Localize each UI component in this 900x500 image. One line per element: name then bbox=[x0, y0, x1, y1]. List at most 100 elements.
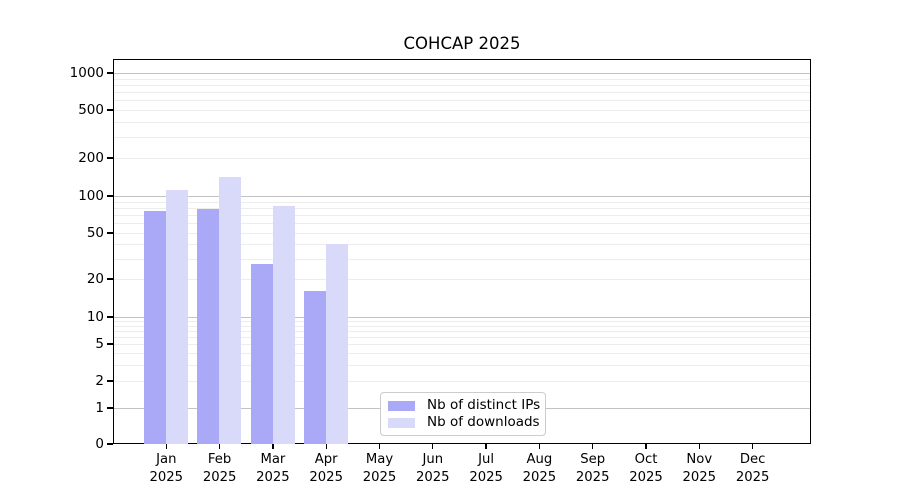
minor-gridline bbox=[114, 92, 810, 94]
x-tick-month: Jul bbox=[478, 452, 495, 467]
major-gridline bbox=[114, 196, 810, 197]
legend-label: Nb of distinct IPs bbox=[427, 397, 541, 413]
minor-gridline bbox=[114, 84, 810, 86]
x-tick-month: Dec bbox=[739, 452, 766, 467]
y-tick-label: 0 bbox=[95, 436, 104, 452]
y-tick-mark bbox=[107, 316, 113, 318]
y-tick-label: 2 bbox=[95, 373, 104, 389]
y-tick-label: 200 bbox=[78, 150, 104, 166]
chart-title: COHCAP 2025 bbox=[403, 34, 521, 53]
x-tick-label: Jun 2025 bbox=[393, 451, 473, 486]
x-tick-mark bbox=[378, 444, 381, 449]
minor-gridline bbox=[114, 330, 810, 332]
bar-distinct-ips-mar bbox=[250, 263, 273, 444]
major-gridline bbox=[114, 73, 810, 74]
x-tick-year: 2025 bbox=[256, 469, 290, 485]
legend-swatch bbox=[388, 400, 415, 411]
legend-label: Nb of downloads bbox=[427, 414, 540, 430]
plot-area bbox=[113, 59, 811, 444]
x-tick-month: Jan bbox=[156, 452, 177, 467]
x-tick-mark bbox=[645, 444, 647, 449]
x-tick-year: 2025 bbox=[416, 469, 450, 485]
y-tick-mark bbox=[107, 278, 113, 280]
minor-gridline bbox=[114, 201, 810, 203]
y-tick-label: 100 bbox=[78, 188, 104, 204]
y-tick-label: 1 bbox=[95, 400, 104, 416]
y-tick-mark bbox=[107, 72, 113, 74]
y-tick-label: 5 bbox=[95, 336, 104, 352]
y-tick-label: 20 bbox=[86, 271, 104, 287]
minor-gridline bbox=[114, 336, 810, 338]
minor-gridline bbox=[114, 353, 810, 354]
x-tick-year: 2025 bbox=[735, 469, 770, 485]
x-tick-month: Mar bbox=[260, 452, 286, 467]
minor-gridline bbox=[114, 110, 810, 111]
x-tick-month: Aug bbox=[526, 452, 553, 467]
minor-gridline bbox=[114, 258, 810, 260]
x-tick-label: Sep 2025 bbox=[553, 451, 633, 486]
minor-gridline bbox=[114, 381, 810, 382]
y-tick-label: 500 bbox=[78, 102, 104, 118]
minor-gridline bbox=[114, 233, 810, 234]
x-tick-month: Oct bbox=[634, 452, 658, 467]
x-tick-label: Aug 2025 bbox=[499, 451, 579, 486]
x-tick-year: 2025 bbox=[629, 469, 663, 485]
bar-downloads-apr bbox=[325, 243, 348, 444]
y-tick-mark bbox=[107, 407, 113, 409]
x-tick-year: 2025 bbox=[309, 469, 343, 485]
minor-gridline bbox=[114, 136, 810, 138]
x-tick-mark bbox=[272, 444, 274, 449]
minor-gridline bbox=[114, 223, 810, 225]
x-tick-label: Oct 2025 bbox=[606, 451, 686, 486]
x-tick-mark bbox=[538, 444, 541, 449]
y-tick-mark bbox=[107, 195, 113, 197]
x-tick-mark bbox=[698, 444, 700, 449]
minor-gridline bbox=[114, 279, 810, 280]
bar-downloads-mar bbox=[272, 206, 295, 444]
x-tick-month: Sep bbox=[580, 452, 606, 467]
x-tick-label: May 2025 bbox=[340, 451, 420, 486]
x-tick-month: Apr bbox=[314, 452, 338, 467]
x-tick-mark bbox=[751, 444, 754, 449]
minor-gridline bbox=[114, 364, 810, 366]
x-tick-label: Mar 2025 bbox=[233, 451, 313, 486]
y-tick-mark bbox=[107, 109, 113, 111]
legend-row: Nb of downloads bbox=[388, 414, 540, 430]
bar-distinct-ips-apr bbox=[303, 290, 326, 444]
x-tick-month: May bbox=[365, 452, 394, 467]
legend: Nb of distinct IPs Nb of downloads bbox=[380, 392, 546, 436]
bar-distinct-ips-jan bbox=[144, 211, 166, 444]
minor-gridline bbox=[114, 207, 810, 209]
bar-distinct-ips-feb bbox=[197, 208, 220, 444]
y-tick-mark bbox=[107, 157, 113, 159]
x-tick-label: Dec 2025 bbox=[713, 451, 793, 486]
y-tick-label: 1000 bbox=[69, 65, 104, 81]
x-tick-year: 2025 bbox=[682, 469, 717, 485]
x-tick-mark bbox=[325, 444, 327, 449]
x-tick-year: 2025 bbox=[362, 469, 397, 485]
minor-gridline bbox=[114, 321, 810, 323]
minor-gridline bbox=[114, 215, 810, 217]
x-tick-label: Apr 2025 bbox=[286, 451, 366, 486]
x-tick-year: 2025 bbox=[149, 469, 184, 485]
y-tick-label: 10 bbox=[86, 309, 104, 325]
x-tick-month: Nov bbox=[686, 452, 713, 467]
x-tick-year: 2025 bbox=[575, 469, 610, 485]
bar-downloads-feb bbox=[219, 177, 242, 444]
y-tick-mark bbox=[107, 343, 113, 345]
x-tick-mark bbox=[218, 444, 221, 449]
minor-gridline bbox=[114, 325, 810, 327]
y-tick-mark bbox=[107, 232, 113, 234]
x-tick-label: Feb 2025 bbox=[180, 451, 260, 486]
x-tick-year: 2025 bbox=[202, 469, 237, 485]
x-tick-year: 2025 bbox=[522, 469, 557, 485]
bar-downloads-jan bbox=[166, 190, 188, 444]
x-tick-mark bbox=[485, 444, 487, 449]
minor-gridline bbox=[114, 78, 810, 80]
y-tick-mark bbox=[107, 380, 113, 382]
x-tick-month: Jun bbox=[422, 452, 444, 467]
major-gridline bbox=[114, 317, 810, 318]
x-tick-label: Jan 2025 bbox=[126, 451, 206, 486]
y-tick-label: 50 bbox=[86, 225, 104, 241]
